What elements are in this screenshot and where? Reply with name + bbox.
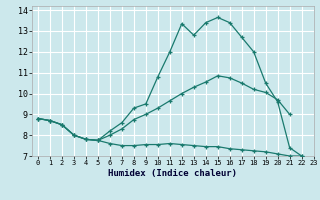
- X-axis label: Humidex (Indice chaleur): Humidex (Indice chaleur): [108, 169, 237, 178]
